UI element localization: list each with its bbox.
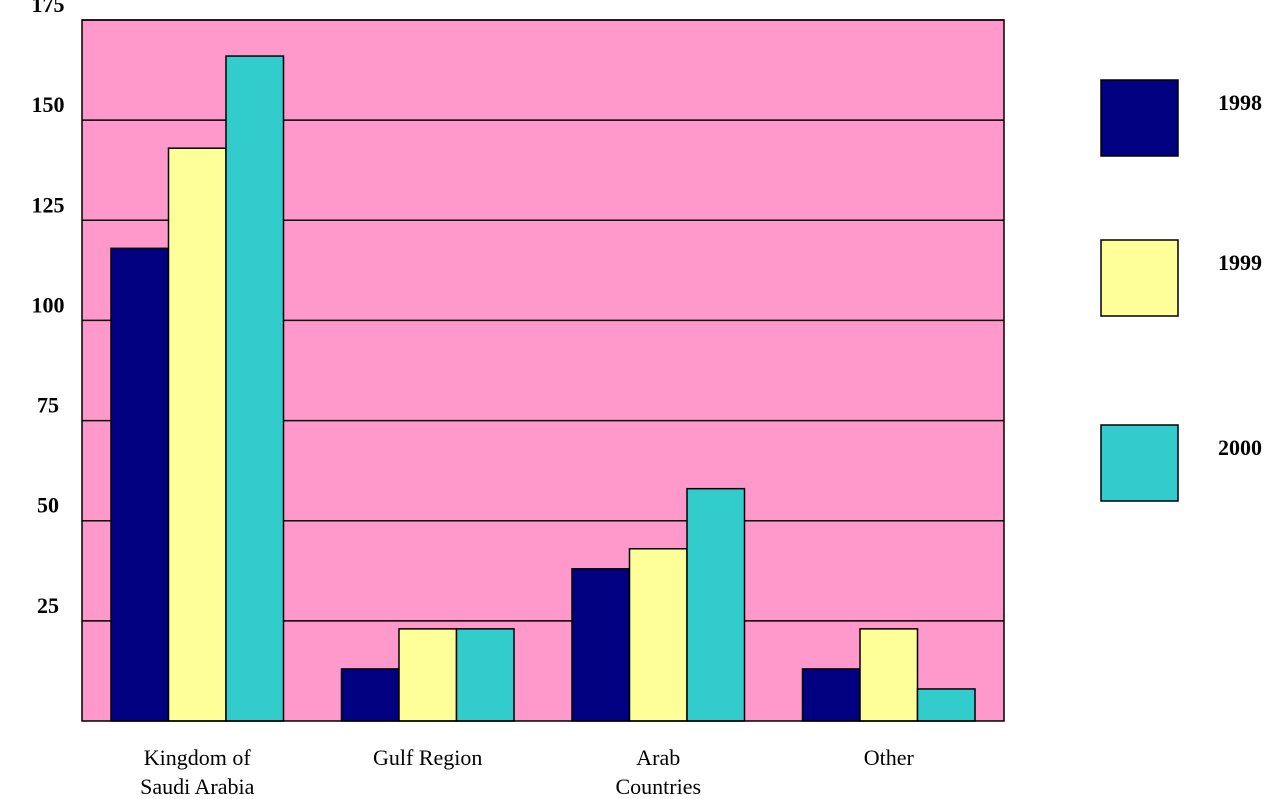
bar-1998-2 bbox=[571, 568, 631, 722]
bar-1998-1 bbox=[340, 668, 400, 722]
legend-swatch-1999 bbox=[1100, 239, 1179, 317]
legend-label-1999: 1999 bbox=[1218, 250, 1262, 275]
y-tick-label: 75 bbox=[37, 393, 59, 418]
bar-2000-1 bbox=[455, 628, 515, 722]
plot-border bbox=[81, 19, 1005, 722]
legend-label-2000: 2000 bbox=[1218, 435, 1262, 460]
category-label: Gulf Region bbox=[373, 745, 482, 770]
bar-2000-0 bbox=[225, 55, 285, 722]
bar-2000-3 bbox=[916, 688, 976, 722]
legend: 1998 1999 2000 bbox=[1100, 79, 1262, 502]
category-label: Other bbox=[864, 745, 915, 770]
bar-1999-1 bbox=[398, 628, 458, 722]
y-tick-label: 125 bbox=[32, 192, 65, 217]
legend-swatch-2000 bbox=[1100, 424, 1179, 502]
y-tick-label: 100 bbox=[32, 292, 65, 317]
legend-swatch-1998 bbox=[1100, 79, 1179, 157]
y-tick-label: 175 bbox=[32, 0, 65, 17]
category-label: Arab Countries bbox=[615, 745, 701, 799]
y-tick-label: 25 bbox=[37, 593, 59, 618]
bar-1999-3 bbox=[859, 628, 919, 722]
x-axis-categories: Kingdom of Saudi Arabia Gulf Region Arab Cou… bbox=[140, 745, 914, 799]
bar-2000-2 bbox=[686, 487, 746, 722]
plot-area bbox=[81, 19, 1005, 722]
bar-1999-2 bbox=[628, 548, 688, 722]
category-label: Kingdom of Saudi Arabia bbox=[140, 745, 254, 799]
bar-1998-0 bbox=[110, 247, 170, 722]
y-axis-ticks: 25 50 75 100 125 150 175 bbox=[32, 0, 65, 618]
legend-label-1998: 1998 bbox=[1218, 90, 1262, 115]
bar-1998-3 bbox=[801, 668, 861, 722]
bar-1999-0 bbox=[167, 147, 227, 722]
y-tick-label: 150 bbox=[32, 92, 65, 117]
y-tick-label: 50 bbox=[37, 493, 59, 518]
